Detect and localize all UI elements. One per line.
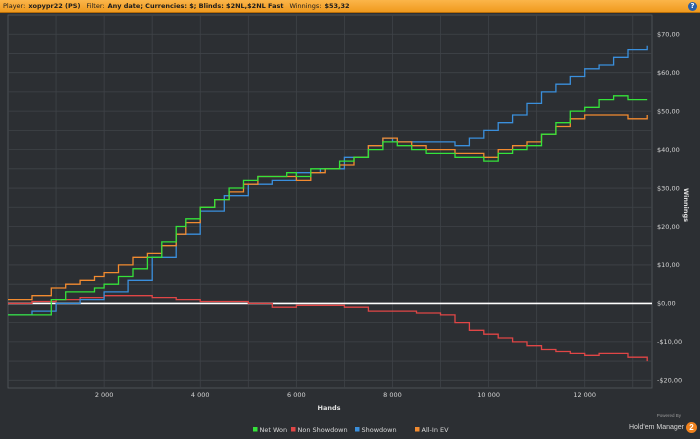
filter-header-bar: Player: xopypr22 (PS) Filter: Any date; Cur… xyxy=(0,0,700,13)
x-tick-label: 2 000 xyxy=(95,391,114,399)
y-tick-label: $50,00 xyxy=(657,107,680,115)
brand-number: 2 xyxy=(686,422,697,434)
series-line-all-in-ev xyxy=(8,114,648,301)
y-tick-label: $10,00 xyxy=(657,261,680,269)
legend-label: Non Showdown xyxy=(298,426,348,434)
y-tick-label: $70,00 xyxy=(657,31,680,39)
legend: Net Won Non Showdown Showdown All-In EV xyxy=(253,426,449,434)
y-tick-label: -$20,00 xyxy=(657,377,682,385)
y-ticks: -$20,00 -$10,00 $0,00 $10,00 $20,00 $30,00 $40… xyxy=(657,31,682,385)
filter-value: Any date; Currencies: $; Blinds: $2NL,$2… xyxy=(107,2,284,10)
x-tick-label: 12 000 xyxy=(573,391,596,399)
legend-swatch xyxy=(355,427,360,432)
y-tick-label: -$10,00 xyxy=(657,338,682,346)
legend-swatch xyxy=(253,427,258,432)
legend-label: Showdown xyxy=(362,426,397,434)
winnings-label: Winnings: xyxy=(289,2,322,10)
brand-name: Hold'em Manager xyxy=(628,423,684,431)
y-tick-label: $0,00 xyxy=(657,300,676,308)
series-line-non-showdown xyxy=(8,295,648,362)
y-tick-label: $60,00 xyxy=(657,69,680,77)
brand-powered-by: Powered By xyxy=(656,413,681,418)
player-value: xopypr22 (PS) xyxy=(28,2,81,10)
filter-label: Filter: xyxy=(86,2,105,10)
grid xyxy=(7,14,653,389)
y-tick-label: $20,00 xyxy=(657,223,680,231)
x-tick-label: 6 000 xyxy=(287,391,306,399)
legend-swatch xyxy=(291,427,296,432)
legend-swatch xyxy=(415,427,420,432)
x-tick-label: 4 000 xyxy=(191,391,210,399)
help-icon[interactable]: ? xyxy=(688,1,697,11)
winnings-value: $53,32 xyxy=(324,2,350,10)
x-ticks: 2 000 4 000 6 000 8 000 10 000 12 000 xyxy=(95,391,596,399)
legend-label: Net Won xyxy=(260,426,288,434)
series-line-net-won xyxy=(8,95,648,316)
y-tick-label: $40,00 xyxy=(657,146,680,154)
y-tick-label: $30,00 xyxy=(657,184,680,192)
x-tick-label: 8 000 xyxy=(383,391,402,399)
player-label: Player: xyxy=(3,2,26,10)
x-axis-label: Hands xyxy=(318,404,341,412)
plot-border xyxy=(7,14,653,389)
legend-label: All-In EV xyxy=(422,426,450,434)
series-layer xyxy=(8,45,648,362)
brand-logo: Powered By Hold'em Manager 2 xyxy=(629,413,697,437)
y-axis-label: Winnings xyxy=(682,188,690,222)
x-tick-label: 10 000 xyxy=(477,391,500,399)
